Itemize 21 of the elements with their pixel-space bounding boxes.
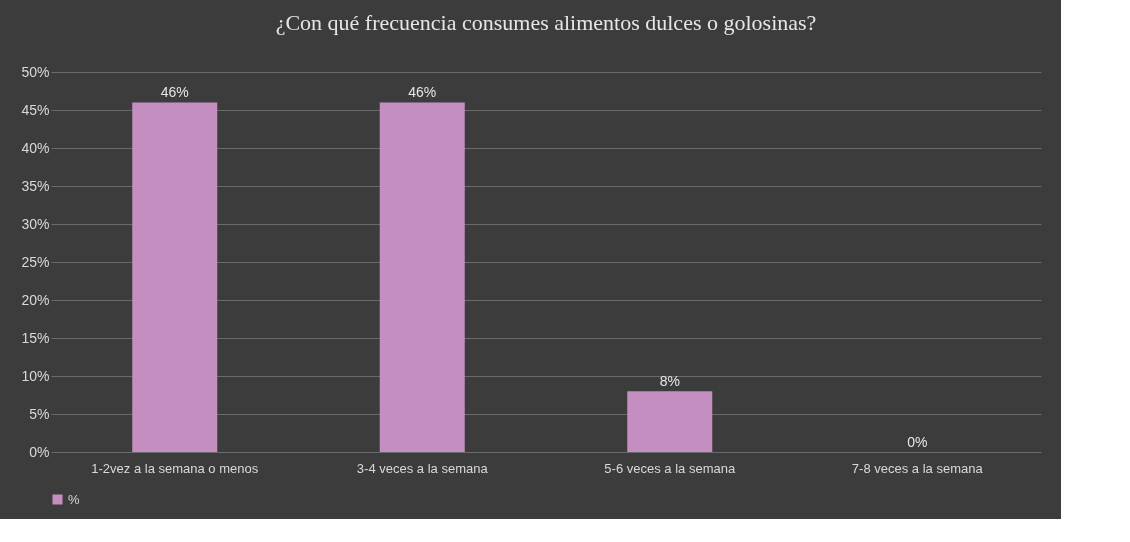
y-tick-label: 45% bbox=[21, 101, 50, 118]
chart-title: ¿Con qué frecuencia consumes alimentos dulces o golosinas? bbox=[275, 10, 817, 35]
data-label: 0% bbox=[907, 434, 928, 450]
y-tick-label: 25% bbox=[21, 253, 50, 270]
data-label: 46% bbox=[408, 84, 437, 101]
x-tick-label: 7-8 veces a la semana bbox=[851, 460, 984, 476]
x-tick-label: 5-6 veces a la semana bbox=[604, 460, 736, 476]
y-tick-label: 20% bbox=[21, 291, 50, 308]
y-tick-label: 15% bbox=[21, 329, 50, 346]
data-label: 8% bbox=[659, 373, 680, 390]
legend-label: % bbox=[68, 491, 80, 507]
y-tick-label: 5% bbox=[29, 405, 50, 422]
y-tick-label: 40% bbox=[21, 139, 50, 156]
y-tick-label: 10% bbox=[21, 367, 50, 384]
data-label: 46% bbox=[160, 84, 189, 101]
y-tick-label: 50% bbox=[21, 63, 50, 80]
x-tick-label: 3-4 veces a la semana bbox=[356, 460, 489, 476]
x-tick-label: 1-2vez a la semana o menos bbox=[91, 460, 259, 476]
y-tick-label: 35% bbox=[21, 177, 50, 194]
y-tick-label: 0% bbox=[29, 443, 50, 460]
y-tick-label: 30% bbox=[21, 215, 50, 232]
